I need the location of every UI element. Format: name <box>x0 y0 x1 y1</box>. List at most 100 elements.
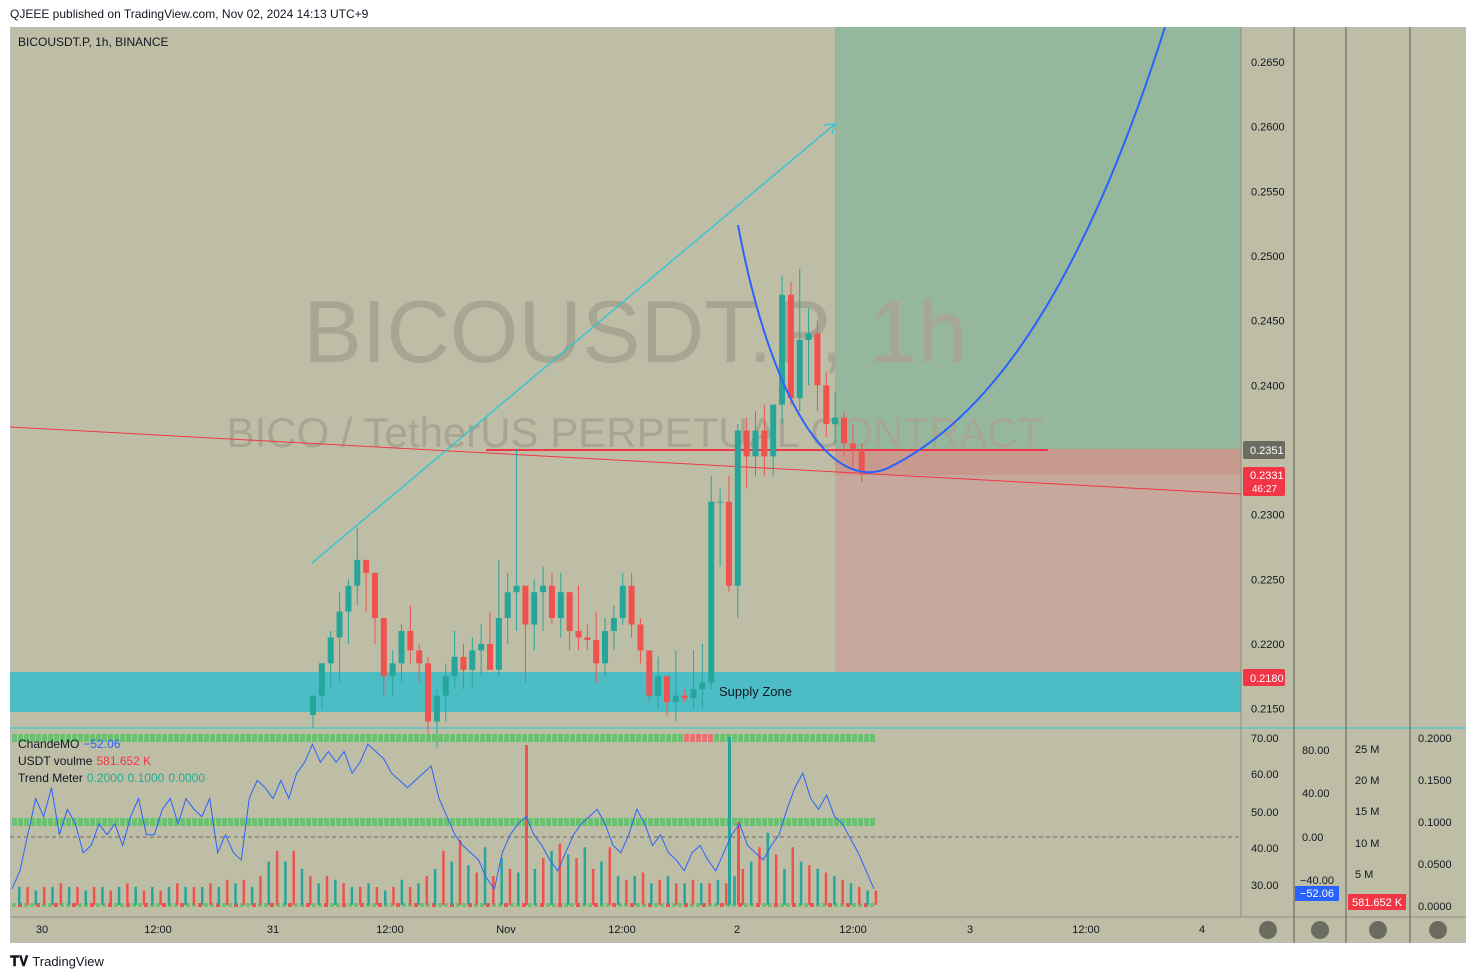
candle <box>504 572 511 644</box>
symbol-title[interactable]: BICOUSDT.P, 1h, BINANCE <box>18 35 169 49</box>
trend-meter-cell <box>270 818 275 826</box>
price-axis-settings-icon[interactable] <box>1259 921 1277 939</box>
candle <box>371 572 378 644</box>
volume-bar <box>225 879 229 905</box>
trend-meter-cell <box>804 734 809 742</box>
trend-meter-cell <box>324 734 329 742</box>
target-zone <box>835 27 1241 449</box>
volume-axis-settings-icon[interactable] <box>1369 921 1387 939</box>
trend-meter-cell <box>708 734 713 742</box>
candle <box>531 579 538 651</box>
trend-meter-cell <box>138 734 143 742</box>
chande-axis-settings-icon[interactable] <box>1311 921 1329 939</box>
trend-axis-settings-icon[interactable] <box>1429 921 1447 939</box>
trend-meter-dot <box>102 903 106 907</box>
cup-curve[interactable] <box>737 27 1166 474</box>
trend-meter-cell <box>12 734 17 742</box>
trend-meter-cell <box>108 818 113 826</box>
volume-bar <box>51 886 54 905</box>
trend-meter-dot <box>714 903 718 907</box>
trend-meter-dot <box>246 903 250 907</box>
volume-bar <box>334 879 337 905</box>
volume-bar <box>683 883 686 905</box>
trend-meter-dot <box>606 903 610 907</box>
svg-text:0.2180: 0.2180 <box>1250 673 1284 685</box>
trend-meter-dot <box>756 903 760 907</box>
candle <box>416 643 423 683</box>
time-axis[interactable]: 30 12:00 31 12:00 Nov 12:00 2 12:00 3 12:00 4 <box>36 924 1205 936</box>
trend-meter-cell <box>240 734 245 742</box>
trend-meter-cell <box>276 734 281 742</box>
trend-meter-cell <box>792 818 797 826</box>
volume-bar <box>101 886 104 905</box>
price-axis[interactable]: 0.2650 0.2600 0.2550 0.2500 0.2450 0.2400 0.23… <box>1251 57 1285 716</box>
legend-trend-meter[interactable]: Trend Meter 0.2000 0.1000 0.0000 <box>18 771 209 785</box>
trend-tick: 0.2000 <box>1418 733 1452 745</box>
trend-meter-cell <box>234 734 239 742</box>
legend-chande-value: −52.06 <box>83 737 121 751</box>
legend-usdt-volume[interactable]: USDT voulme 581.652 K <box>18 754 155 768</box>
trend-meter-cell <box>426 818 431 826</box>
trend-meter-cell <box>552 818 557 826</box>
trend-meter-cell <box>312 734 317 742</box>
trend-meter-cell <box>678 734 683 742</box>
trend-meter-dot <box>522 903 526 907</box>
tradingview-footer[interactable]: 𝐓𝐕 TradingView <box>10 953 104 970</box>
legend-trend-value-1: 0.2000 <box>86 771 124 785</box>
footer-brand: TradingView <box>32 954 104 969</box>
volume-bar <box>325 876 329 905</box>
volume-bar <box>192 886 196 905</box>
trend-meter-cell <box>714 818 719 826</box>
trend-meter-dot <box>330 903 334 907</box>
volume-bar <box>700 883 703 905</box>
trend-meter-cell <box>96 818 101 826</box>
trend-meter-cell <box>414 818 419 826</box>
volume-bar <box>591 868 595 905</box>
volume-bar <box>625 879 628 905</box>
volume-bar <box>641 872 645 905</box>
trend-meter-cell <box>42 818 47 826</box>
trend-meter-dot <box>852 903 856 907</box>
candle <box>787 281 794 405</box>
trend-meter-cell <box>744 734 749 742</box>
trend-meter-cell <box>144 734 149 742</box>
trend-meter-cell <box>864 818 869 826</box>
trend-meter-cell <box>432 818 437 826</box>
volume-bar <box>450 861 453 905</box>
volume-bar <box>600 861 603 905</box>
volume-bar <box>558 843 562 905</box>
trend-meter-cell <box>606 818 611 826</box>
trend-meter-dot <box>54 903 58 907</box>
trend-meter-cell <box>786 734 791 742</box>
projection-arrow[interactable] <box>311 123 836 564</box>
entry-band <box>835 449 1241 475</box>
trend-meter-row-mid <box>12 818 875 826</box>
trend-line[interactable] <box>10 426 1242 495</box>
trend-meter-cell <box>630 734 635 742</box>
trend-meter-cell <box>132 734 137 742</box>
trend-meter-cell <box>702 818 707 826</box>
volume-bar <box>76 886 79 905</box>
trend-meter-cell <box>240 818 245 826</box>
trend-meter-cell <box>342 734 347 742</box>
candle <box>566 592 573 651</box>
candle <box>743 417 750 489</box>
trend-meter-cell <box>810 734 815 742</box>
trend-meter-cell <box>264 734 269 742</box>
trend-meter-dot <box>306 903 310 907</box>
legend-chande-mo[interactable]: ChandeMO −52.06 <box>18 737 124 751</box>
trend-meter-cell <box>750 818 755 826</box>
volume-bar <box>234 883 237 905</box>
trend-meter-dot <box>90 903 94 907</box>
chart-svg[interactable]: BICOUSDT.P, 1h BICO / TetherUS PERPETUAL… <box>10 27 1466 943</box>
trend-meter-cell <box>246 818 251 826</box>
trend-meter-cell <box>90 818 95 826</box>
volume-spike <box>737 822 740 905</box>
trend-meter-dot <box>186 903 190 907</box>
volume-bar <box>259 876 262 905</box>
trend-meter-cell <box>624 818 629 826</box>
trend-meter-cell <box>564 734 569 742</box>
trend-meter-row-top <box>12 734 875 742</box>
trend-meter-dot <box>822 903 826 907</box>
trend-meter-cell <box>762 734 767 742</box>
